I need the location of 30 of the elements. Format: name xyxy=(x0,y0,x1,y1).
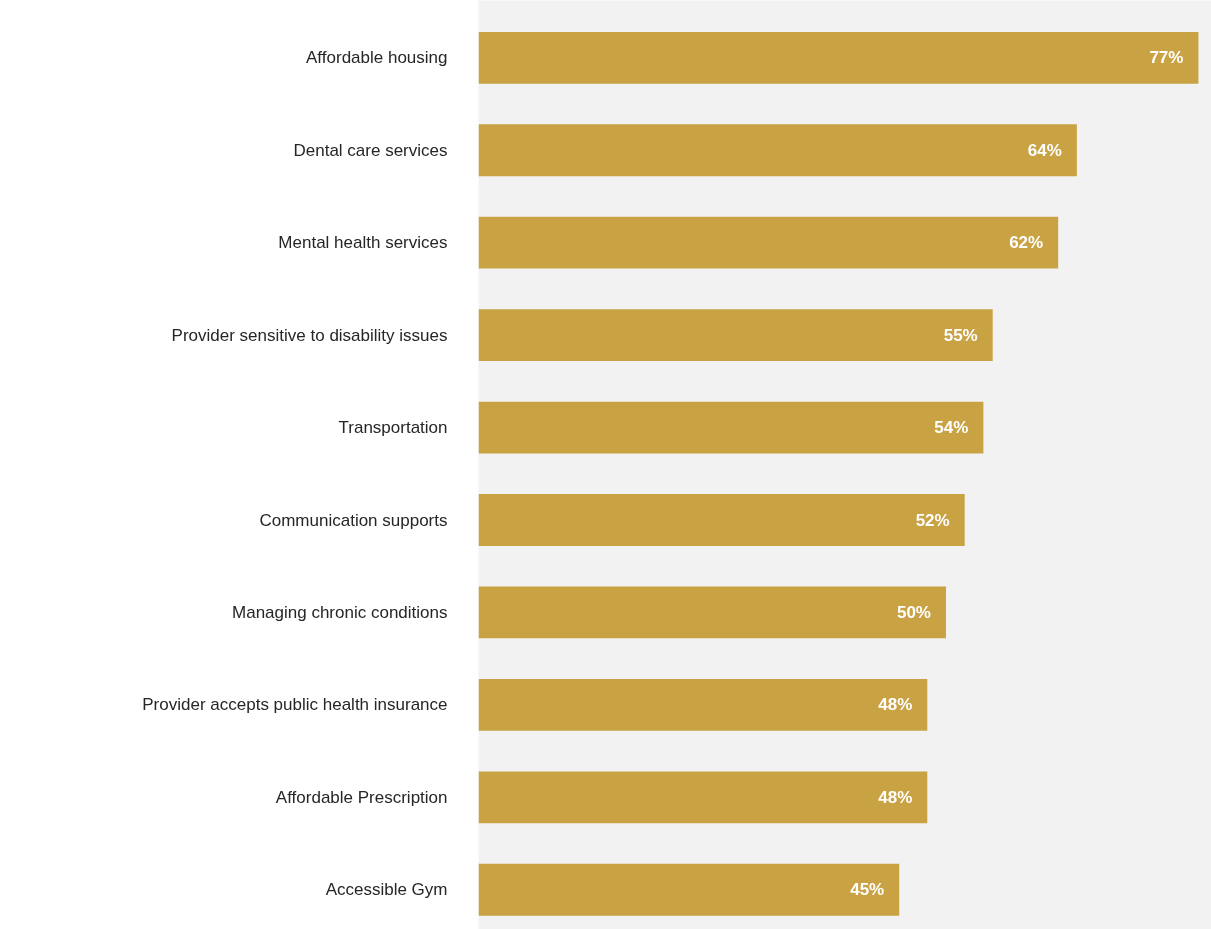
data-label: 52% xyxy=(915,510,950,530)
data-label: 45% xyxy=(850,880,885,900)
y-tick-label: Mental health services xyxy=(278,233,448,253)
y-tick-label: Dental care services xyxy=(293,140,448,160)
data-label: 54% xyxy=(934,418,969,438)
data-label: 62% xyxy=(1009,233,1044,253)
bar xyxy=(478,216,1059,269)
data-label: 64% xyxy=(1027,140,1062,160)
data-label: 48% xyxy=(878,787,913,807)
y-tick-label: Managing chronic conditions xyxy=(232,602,448,622)
y-tick-label: Affordable housing xyxy=(306,48,448,68)
data-label: 77% xyxy=(1149,48,1184,68)
y-tick-label: Affordable Prescription xyxy=(275,787,448,807)
bar xyxy=(478,586,946,639)
y-tick-label: Transportation xyxy=(338,418,448,438)
bar xyxy=(478,678,928,731)
bar xyxy=(478,124,1077,177)
bar xyxy=(478,401,984,454)
data-label: 55% xyxy=(943,325,978,345)
data-label: 48% xyxy=(878,695,913,715)
y-tick-label: Communication supports xyxy=(259,510,448,530)
bar xyxy=(478,31,1199,84)
bar xyxy=(478,863,900,916)
bar xyxy=(478,309,993,362)
y-tick-label: Provider accepts public health insurance xyxy=(142,695,448,715)
y-tick-label: Accessible Gym xyxy=(325,880,448,900)
bar xyxy=(478,771,928,824)
y-tick-label: Provider sensitive to disability issues xyxy=(171,325,448,345)
data-label: 50% xyxy=(896,602,931,622)
bar xyxy=(478,494,965,546)
